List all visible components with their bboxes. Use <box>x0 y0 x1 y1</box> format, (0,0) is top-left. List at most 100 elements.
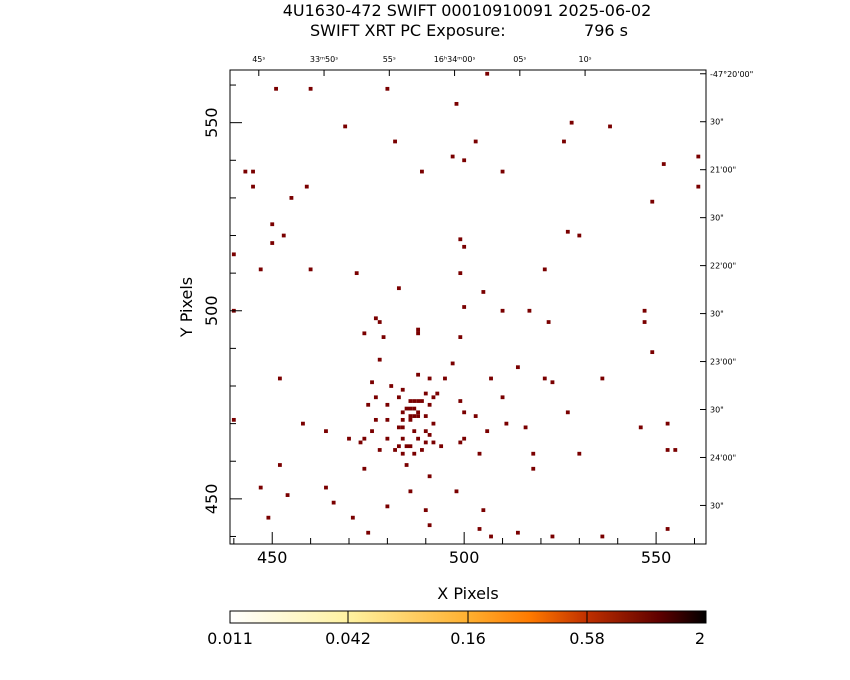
event-point <box>577 451 582 456</box>
x-axis-label: X Pixels <box>437 584 498 603</box>
event-point <box>458 399 463 403</box>
event-points <box>231 71 701 539</box>
y-axis-label: Y Pixels <box>177 277 196 338</box>
event-point <box>400 417 405 422</box>
event-point <box>412 399 417 403</box>
event-point <box>569 120 574 125</box>
event-point <box>665 421 670 426</box>
event-point <box>427 376 432 381</box>
event-point <box>385 504 390 509</box>
event-point <box>608 124 612 129</box>
event-point <box>427 402 432 407</box>
event-point <box>489 534 493 539</box>
ra-labels: 10ˢ 05ˢ 16ʰ34ᵐ00ˢ 55ˢ 33ᵐ50ˢ 45ˢ <box>252 55 592 76</box>
event-point <box>546 320 551 324</box>
event-point <box>408 417 413 422</box>
event-point <box>366 402 371 407</box>
x-tick-label: 500 <box>449 548 480 567</box>
event-point <box>481 290 486 294</box>
event-point <box>373 395 378 400</box>
dec-tick-label: 21'00" <box>710 166 736 175</box>
event-point <box>435 391 440 396</box>
event-point <box>431 395 436 400</box>
ra-tick-label: 33ᵐ50ˢ <box>310 55 338 64</box>
event-point <box>665 527 670 531</box>
event-point <box>385 417 390 422</box>
event-point <box>642 308 647 313</box>
event-point <box>673 448 678 452</box>
event-point <box>485 429 490 434</box>
dec-tick-label: 30" <box>710 214 724 223</box>
event-point <box>638 425 643 430</box>
event-point <box>362 436 367 441</box>
event-point <box>396 425 401 430</box>
event-point <box>439 444 444 449</box>
event-point <box>270 222 275 227</box>
event-point <box>458 271 463 276</box>
ra-tick-label: 05ˢ <box>513 55 526 64</box>
event-point <box>277 463 282 467</box>
event-point <box>416 414 421 418</box>
event-point <box>696 154 701 159</box>
event-point <box>370 380 374 385</box>
event-point <box>542 376 547 381</box>
event-point <box>642 320 647 324</box>
event-point <box>408 489 413 494</box>
event-point <box>515 365 520 370</box>
event-point <box>304 184 309 189</box>
event-point <box>400 387 405 392</box>
event-point <box>373 417 378 422</box>
event-point <box>343 124 348 129</box>
event-point <box>270 241 275 245</box>
event-point <box>542 267 547 272</box>
event-point <box>515 530 520 535</box>
event-point <box>416 399 421 403</box>
event-point <box>377 357 382 362</box>
event-point <box>427 523 432 528</box>
event-point <box>412 406 417 411</box>
event-point <box>458 335 463 339</box>
event-point <box>565 410 570 415</box>
colorbar-tick-label: 0.042 <box>325 629 371 648</box>
event-point <box>324 429 328 434</box>
colorbar-tick-label: 2 <box>695 629 705 648</box>
event-point <box>462 244 467 249</box>
dec-tick-label: 30" <box>710 118 724 127</box>
event-point <box>481 508 486 513</box>
event-point <box>258 267 263 272</box>
event-point <box>370 429 374 434</box>
event-point <box>243 169 248 174</box>
event-point <box>450 361 455 366</box>
event-point <box>331 500 336 505</box>
event-point <box>431 440 436 445</box>
event-point <box>396 444 401 449</box>
event-point <box>550 380 555 385</box>
event-point <box>661 162 666 166</box>
event-point <box>362 331 367 336</box>
exposure-label: SWIFT XRT PC Exposure: <box>310 21 506 40</box>
event-point <box>404 444 409 449</box>
dec-tick-label: 30" <box>710 501 724 510</box>
event-point <box>500 169 505 174</box>
event-point <box>462 158 467 163</box>
event-point <box>423 508 428 513</box>
event-point <box>362 466 367 471</box>
event-point <box>562 139 566 144</box>
event-point <box>427 433 432 437</box>
event-point <box>350 515 355 520</box>
colorbar-tick-label: 0.16 <box>450 629 486 648</box>
event-point <box>377 448 382 452</box>
event-point <box>423 414 428 418</box>
event-point <box>301 421 305 426</box>
event-point <box>396 395 401 400</box>
event-point <box>650 350 655 355</box>
event-point <box>531 466 536 471</box>
ra-tick-label: 10ˢ <box>578 55 591 64</box>
event-point <box>431 421 436 426</box>
event-point <box>650 199 655 204</box>
event-point <box>416 410 421 415</box>
plot-frame <box>229 69 707 545</box>
y-tick-label: 450 <box>202 484 221 515</box>
event-point <box>523 425 528 430</box>
dec-tick-label: 22'00" <box>710 262 736 271</box>
